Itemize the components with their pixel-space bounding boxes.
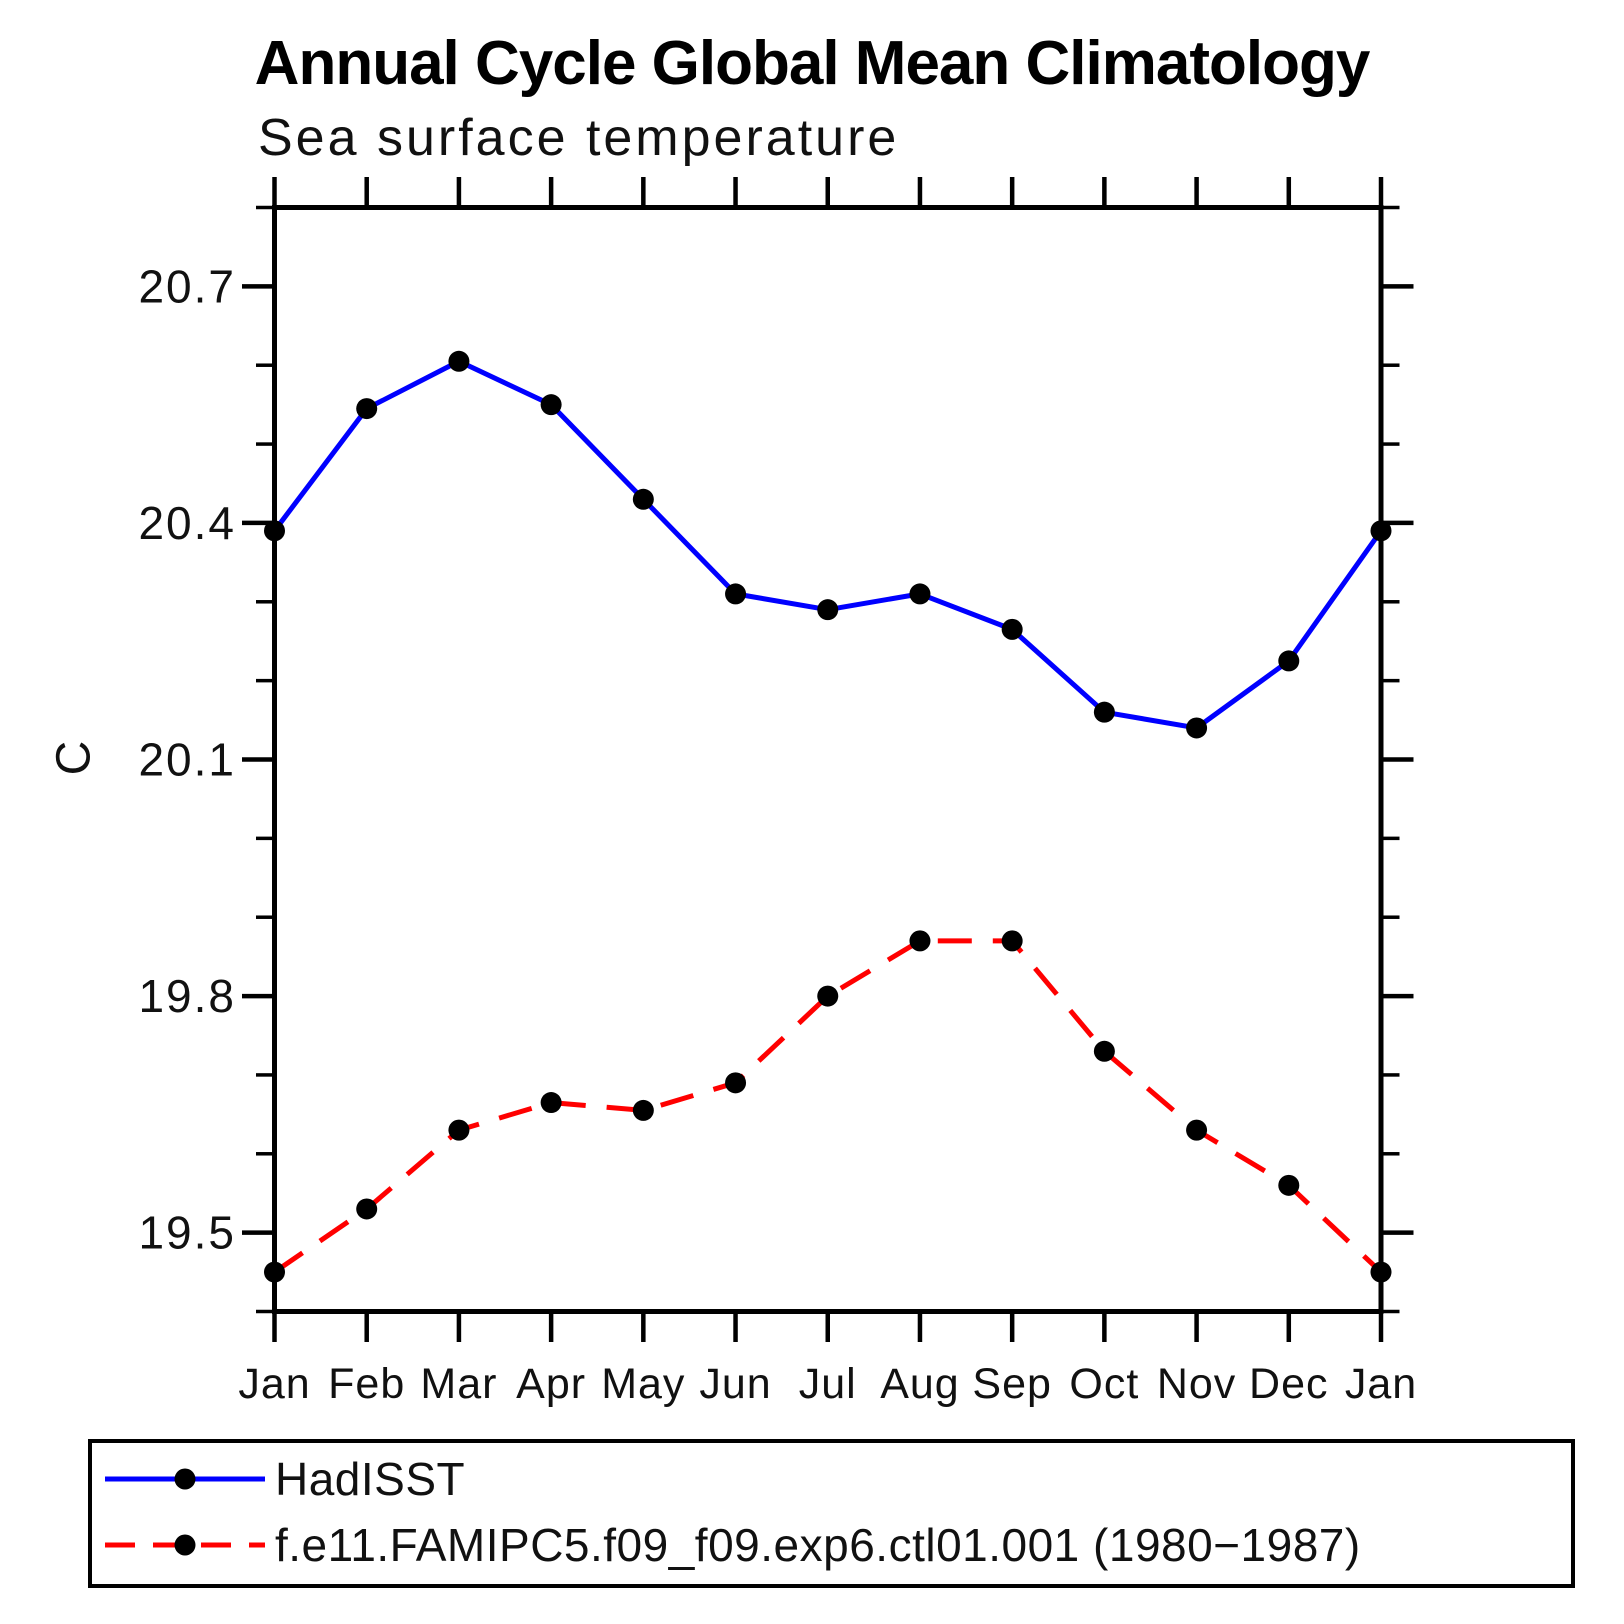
x-tick-label: Sep <box>972 1360 1052 1408</box>
y-tick-label: 19.5 <box>138 1207 236 1259</box>
data-point-marker-1 <box>448 1119 470 1141</box>
x-tick-label: May <box>601 1360 685 1408</box>
data-point-marker-0 <box>725 583 747 605</box>
y-tick-label: 19.8 <box>138 970 236 1022</box>
legend-swatch-solid <box>105 1468 265 1490</box>
data-point-marker-1 <box>1370 1261 1392 1283</box>
data-point-marker-0 <box>264 520 285 542</box>
legend-marker-dot <box>174 1534 196 1556</box>
y-axis-label: C <box>47 740 101 776</box>
data-point-marker-1 <box>817 985 839 1007</box>
plot-frame <box>272 205 1384 1314</box>
data-point-marker-1 <box>540 1092 562 1114</box>
y-tick-label: 20.1 <box>138 734 236 786</box>
data-point-marker-0 <box>1093 701 1115 723</box>
legend-marker-dot <box>174 1468 196 1490</box>
data-point-marker-1 <box>1001 930 1023 952</box>
data-point-marker-0 <box>1186 717 1208 739</box>
data-point-marker-1 <box>356 1198 378 1220</box>
data-point-marker-0 <box>632 488 654 510</box>
legend-swatch-dashed <box>105 1534 265 1556</box>
data-point-marker-0 <box>1001 618 1023 640</box>
data-point-marker-0 <box>909 583 931 605</box>
x-tick-label: Oct <box>1069 1360 1139 1408</box>
y-tick-label: 20.4 <box>138 497 236 549</box>
data-point-marker-1 <box>909 930 931 952</box>
x-tick-label: Aug <box>880 1360 960 1408</box>
chart-subtitle: Sea surface temperature <box>258 109 900 167</box>
data-point-marker-0 <box>1370 520 1392 542</box>
data-point-marker-1 <box>1278 1174 1300 1196</box>
data-point-marker-0 <box>356 398 378 420</box>
data-point-marker-1 <box>725 1072 747 1094</box>
x-tick-label: Jan <box>238 1360 310 1408</box>
x-tick-label: Jan <box>1345 1360 1417 1408</box>
x-tick-label: Jun <box>699 1360 771 1408</box>
x-tick-label: Nov <box>1157 1360 1236 1408</box>
x-tick-label: Mar <box>420 1360 497 1408</box>
legend-item-hadisst: HadISST <box>92 1446 1571 1512</box>
data-point-marker-1 <box>264 1261 285 1283</box>
data-point-marker-0 <box>540 394 562 416</box>
legend-item-model: f.e11.FAMIPC5.f09_f09.exp6.ctl01.001 (19… <box>92 1512 1571 1578</box>
x-tick-label: Jul <box>799 1360 857 1408</box>
series-line-0 <box>272 358 1384 731</box>
data-point-marker-1 <box>1186 1119 1208 1141</box>
data-point-marker-0 <box>1278 650 1300 672</box>
legend-label-model: f.e11.FAMIPC5.f09_f09.exp6.ctl01.001 (19… <box>275 1519 1361 1571</box>
y-tick-label: 20.7 <box>138 260 236 312</box>
data-point-marker-1 <box>632 1099 654 1121</box>
data-point-marker-0 <box>448 350 470 372</box>
legend-label-hadisst: HadISST <box>275 1453 466 1505</box>
data-point-marker-0 <box>817 599 839 621</box>
x-tick-label: Feb <box>328 1360 405 1408</box>
x-tick-label: Apr <box>516 1360 586 1408</box>
chart-title: Annual Cycle Global Mean Climatology <box>254 29 1371 98</box>
x-tick-label: Dec <box>1249 1360 1328 1408</box>
data-point-marker-1 <box>1093 1040 1115 1062</box>
legend-box: HadISST f.e11.FAMIPC5.f09_f09.exp6.ctl01… <box>88 1439 1575 1588</box>
